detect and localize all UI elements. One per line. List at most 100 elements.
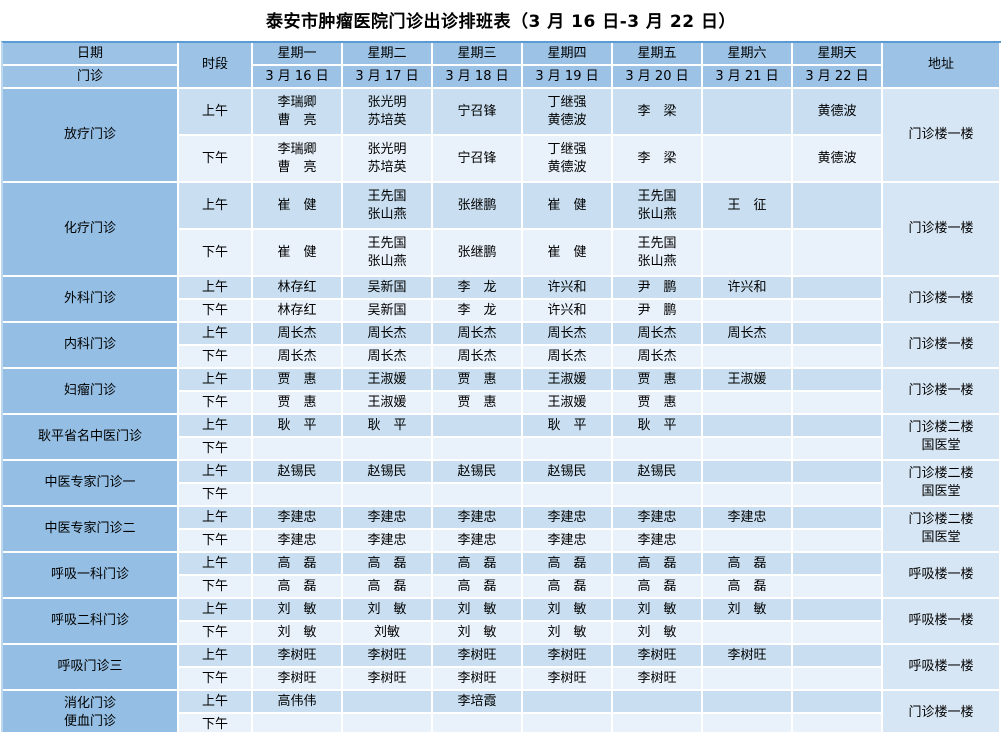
schedule-cell: 丁继强 黄德波 <box>523 89 613 136</box>
schedule-cell: 高 磊 <box>703 553 793 576</box>
department-row-morning: 妇瘤门诊 上午贾 惠王淑媛贾 惠王淑媛贾 惠王淑媛 门诊楼一楼 <box>3 369 1001 415</box>
schedule-cell <box>343 484 433 507</box>
schedule-cell <box>613 714 703 732</box>
schedule-cell: 周长杰 <box>433 323 523 346</box>
schedule-cell: 耿 平 <box>523 415 613 438</box>
department-row-morning: 呼吸一科门诊 上午高 磊高 磊高 磊高 磊高 磊高 磊呼吸楼一楼 <box>3 553 1001 599</box>
schedule-cell: 王淑媛 <box>343 369 433 392</box>
schedule-cell <box>793 484 883 507</box>
schedule-cell: 王淑媛 <box>523 392 613 415</box>
period-cell-afternoon: 下午 <box>179 392 253 415</box>
schedule-cell <box>343 691 433 714</box>
schedule-cell: 李树旺 <box>613 645 703 668</box>
department-row-morning: 放疗门诊 上午 李瑞卿 曹 亮张光明 苏培英 宁召锋 丁继强 黄德波李 梁黄德波 门诊楼一… <box>3 89 1001 183</box>
schedule-cell <box>703 438 793 461</box>
schedule-cell <box>793 668 883 691</box>
schedule-cell <box>703 691 793 714</box>
schedule-cell <box>523 484 613 507</box>
department-row-morning: 呼吸门诊三 上午 李树旺 李树旺 李树旺 李树旺 李树旺 李树旺 呼吸楼一楼 <box>3 645 1001 691</box>
period-cell-afternoon: 下午 <box>179 530 253 553</box>
department-row-afternoon: 下午 林存红 吴新国李 龙许兴和尹 鹏 <box>3 300 1001 323</box>
header-date-label: 日期 <box>3 43 179 66</box>
header-date-mon: 3 月 16 日 <box>253 66 343 89</box>
department-cell: 化疗门诊 <box>3 183 179 277</box>
schedule-cell <box>703 530 793 553</box>
schedule-cell <box>253 438 343 461</box>
schedule-cell <box>433 484 523 507</box>
schedule-cell <box>613 438 703 461</box>
schedule-cell <box>793 323 883 346</box>
department-row-morning: 耿平省名中医门诊 上午耿 平耿 平耿 平耿 平门诊楼二楼 国医堂 <box>3 415 1001 461</box>
schedule-cell: 高 磊 <box>343 553 433 576</box>
schedule-cell: 高 磊 <box>613 553 703 576</box>
schedule-cell <box>433 438 523 461</box>
header-date-wed: 3 月 18 日 <box>433 66 523 89</box>
schedule-cell: 刘 敏 <box>433 599 523 622</box>
schedule-cell <box>793 461 883 484</box>
schedule-cell: 李树旺 <box>433 645 523 668</box>
schedule-cell: 刘 敏 <box>433 622 523 645</box>
period-cell-morning: 上午 <box>179 277 253 300</box>
schedule-cell <box>793 530 883 553</box>
period-cell-morning: 上午 <box>179 553 253 576</box>
department-row-afternoon: 下午贾 惠王淑媛贾 惠王淑媛贾 惠 <box>3 392 1001 415</box>
schedule-cell <box>793 300 883 323</box>
schedule-cell: 周长杰 <box>523 346 613 369</box>
schedule-cell <box>703 484 793 507</box>
schedule-cell: 贾 惠 <box>433 392 523 415</box>
schedule-cell: 周长杰 <box>343 346 433 369</box>
schedule-cell: 李树旺 <box>433 668 523 691</box>
schedule-cell: 丁继强 黄德波 <box>523 136 613 183</box>
schedule-cell: 宁召锋 <box>433 136 523 183</box>
period-cell-afternoon: 下午 <box>179 484 253 507</box>
address-cell: 门诊楼二楼 国医堂 <box>883 507 1001 553</box>
schedule-cell: 李培霞 <box>433 691 523 714</box>
schedule-cell: 王淑媛 <box>343 392 433 415</box>
schedule-cell: 李建忠 <box>253 530 343 553</box>
header-date-sun: 3 月 22 日 <box>793 66 883 89</box>
schedule-cell <box>523 714 613 732</box>
period-cell-morning: 上午 <box>179 89 253 136</box>
schedule-cell <box>703 461 793 484</box>
header-date-fri: 3 月 20 日 <box>613 66 703 89</box>
schedule-cell <box>793 507 883 530</box>
address-cell: 门诊楼二楼 国医堂 <box>883 415 1001 461</box>
schedule-cell: 李树旺 <box>343 668 433 691</box>
period-cell-morning: 上午 <box>179 183 253 230</box>
address-cell: 门诊楼一楼 <box>883 323 1001 369</box>
department-cell: 内科门诊 <box>3 323 179 369</box>
schedule-cell: 赵锡民 <box>343 461 433 484</box>
schedule-cell: 李建忠 <box>613 530 703 553</box>
address-cell: 门诊楼一楼 <box>883 89 1001 183</box>
schedule-cell: 李树旺 <box>703 645 793 668</box>
schedule-cell: 崔 健 <box>523 230 613 277</box>
schedule-cell: 周长杰 <box>703 323 793 346</box>
period-cell-afternoon: 下午 <box>179 714 253 732</box>
schedule-cell: 耿 平 <box>343 415 433 438</box>
schedule-cell: 高 磊 <box>613 576 703 599</box>
header-weekday-sat: 星期六 <box>703 43 793 66</box>
schedule-cell: 刘敏 <box>343 622 433 645</box>
period-cell-morning: 上午 <box>179 323 253 346</box>
header-clinic-label: 门诊 <box>3 66 179 89</box>
schedule-cell: 尹 鹏 <box>613 277 703 300</box>
schedule-cell: 刘 敏 <box>253 599 343 622</box>
schedule-cell: 李树旺 <box>523 645 613 668</box>
schedule-cell <box>343 438 433 461</box>
schedule-cell: 高 磊 <box>253 553 343 576</box>
schedule-cell: 周长杰 <box>253 346 343 369</box>
schedule-cell <box>703 415 793 438</box>
schedule-cell <box>793 369 883 392</box>
schedule-cell: 李树旺 <box>343 645 433 668</box>
header-date-thu: 3 月 19 日 <box>523 66 613 89</box>
department-row-morning: 中医专家门诊二 上午 李建忠 李建忠 李建忠 李建忠 李建忠 李建忠 门诊楼二楼 国医堂 <box>3 507 1001 553</box>
address-cell: 门诊楼二楼 国医堂 <box>883 461 1001 507</box>
address-cell: 门诊楼一楼 <box>883 183 1001 277</box>
address-cell: 呼吸楼一楼 <box>883 599 1001 645</box>
schedule-cell <box>793 183 883 230</box>
schedule-cell: 高 磊 <box>703 576 793 599</box>
schedule-cell: 高 磊 <box>523 553 613 576</box>
schedule-cell: 李树旺 <box>253 668 343 691</box>
schedule-cell <box>703 300 793 323</box>
schedule-cell: 崔 健 <box>523 183 613 230</box>
